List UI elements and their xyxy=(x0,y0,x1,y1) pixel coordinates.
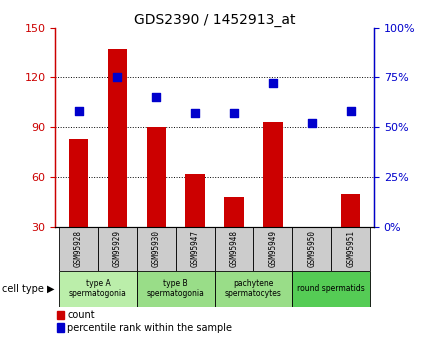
Bar xyxy=(98,227,137,271)
Point xyxy=(153,95,160,100)
Text: GSM95928: GSM95928 xyxy=(74,230,83,267)
Bar xyxy=(224,197,244,227)
Text: GSM95950: GSM95950 xyxy=(307,230,316,267)
Bar xyxy=(69,139,88,227)
Point xyxy=(347,109,354,114)
Bar xyxy=(137,227,176,271)
Point xyxy=(75,109,82,114)
Bar xyxy=(108,49,127,227)
Bar xyxy=(215,227,253,271)
Bar xyxy=(341,194,360,227)
Bar xyxy=(292,227,331,271)
Bar xyxy=(59,227,98,271)
Bar xyxy=(263,122,283,227)
Text: pachytene
spermatocytes: pachytene spermatocytes xyxy=(225,279,282,298)
Text: type B
spermatogonia: type B spermatogonia xyxy=(147,279,205,298)
Point xyxy=(269,81,276,86)
Text: type A
spermatogonia: type A spermatogonia xyxy=(69,279,127,298)
Title: GDS2390 / 1452913_at: GDS2390 / 1452913_at xyxy=(134,12,295,27)
Bar xyxy=(59,271,137,307)
Bar xyxy=(185,174,205,227)
Text: GSM95947: GSM95947 xyxy=(191,230,200,267)
Bar xyxy=(331,227,370,271)
Text: cell type ▶: cell type ▶ xyxy=(2,284,54,294)
Text: GSM95929: GSM95929 xyxy=(113,230,122,267)
Point xyxy=(192,111,198,116)
Text: GSM95949: GSM95949 xyxy=(269,230,278,267)
Bar xyxy=(292,271,370,307)
Text: GSM95951: GSM95951 xyxy=(346,230,355,267)
Point xyxy=(114,75,121,80)
Bar xyxy=(147,127,166,227)
Text: count: count xyxy=(67,310,95,320)
Bar xyxy=(215,271,292,307)
Text: percentile rank within the sample: percentile rank within the sample xyxy=(67,323,232,333)
Point xyxy=(231,111,238,116)
Text: GSM95930: GSM95930 xyxy=(152,230,161,267)
Bar xyxy=(57,311,64,319)
Bar xyxy=(137,271,215,307)
Bar xyxy=(253,227,292,271)
Bar xyxy=(176,227,215,271)
Text: round spermatids: round spermatids xyxy=(298,284,365,293)
Point xyxy=(309,120,315,126)
Text: GSM95948: GSM95948 xyxy=(230,230,238,267)
Bar xyxy=(57,324,64,332)
